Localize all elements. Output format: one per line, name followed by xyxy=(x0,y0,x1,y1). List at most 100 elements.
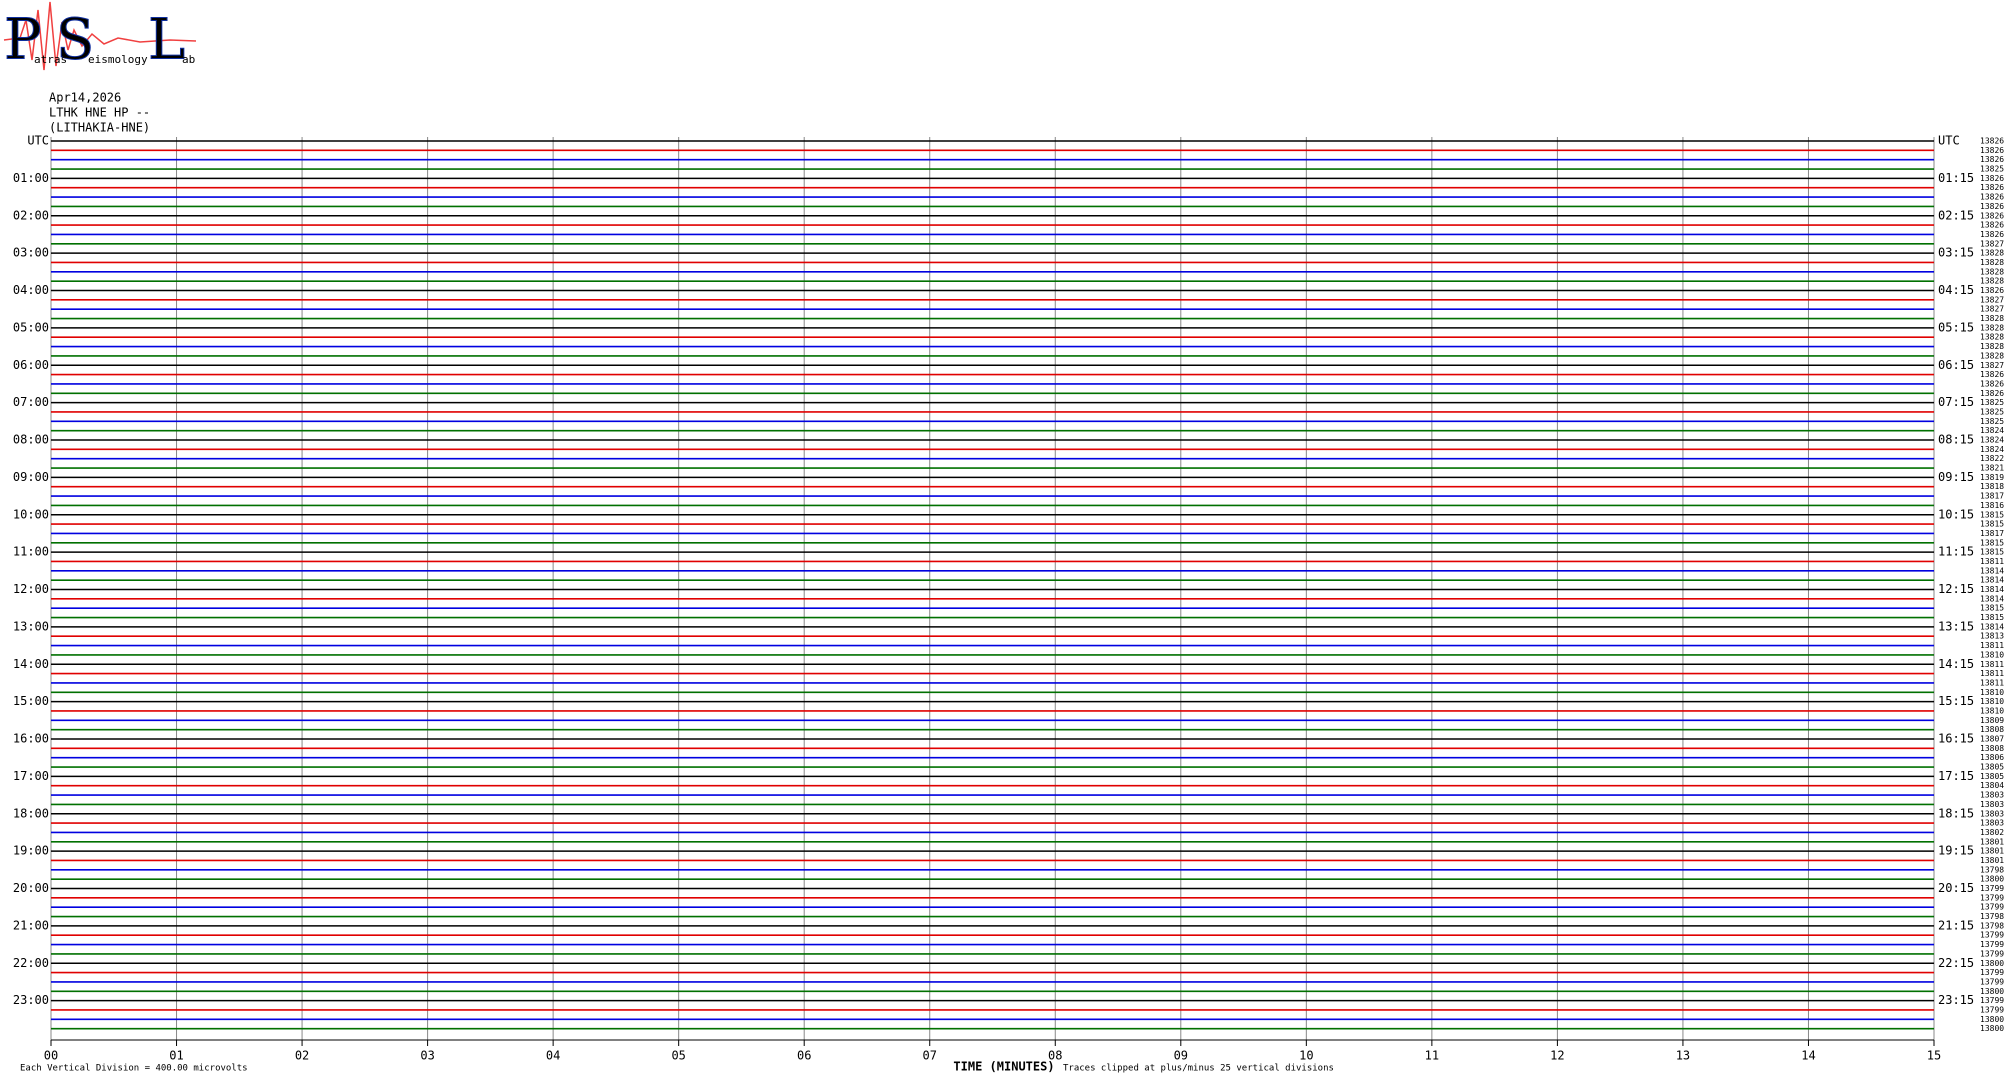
x-tick-label: 14 xyxy=(1801,1049,1815,1063)
row-count: 13804 xyxy=(1980,781,2004,790)
time-label: 04:00 xyxy=(13,283,49,297)
row-count: 13815 xyxy=(1980,613,2004,622)
row-count: 13801 xyxy=(1980,837,2004,846)
row-count: 13826 xyxy=(1980,137,2004,146)
x-tick-label: 08 xyxy=(1048,1049,1062,1063)
logo-word: ab xyxy=(182,53,195,66)
row-count: 13819 xyxy=(1980,473,2004,482)
row-count: 13816 xyxy=(1980,501,2004,510)
row-count: 13798 xyxy=(1980,865,2004,874)
x-tick-label: 01 xyxy=(169,1049,183,1063)
x-tick-label: 13 xyxy=(1676,1049,1690,1063)
row-count: 13800 xyxy=(1980,987,2004,996)
row-count: 13824 xyxy=(1980,426,2004,435)
row-count: 13826 xyxy=(1980,370,2004,379)
row-count: 13826 xyxy=(1980,230,2004,239)
row-count: 13824 xyxy=(1980,445,2004,454)
time-label: 15:00 xyxy=(13,694,49,708)
row-count: 13799 xyxy=(1980,940,2004,949)
x-tick-label: 00 xyxy=(44,1049,58,1063)
time-label: UTC xyxy=(1938,134,1960,148)
row-count: 13803 xyxy=(1980,819,2004,828)
time-label: 07:15 xyxy=(1938,395,1974,409)
row-count: 13809 xyxy=(1980,716,2004,725)
x-tick-label: 11 xyxy=(1425,1049,1439,1063)
row-count: 13828 xyxy=(1980,333,2004,342)
row-count: 13814 xyxy=(1980,576,2004,585)
logo-letter: S xyxy=(56,8,94,73)
time-label: 16:15 xyxy=(1938,732,1974,746)
x-tick-label: 02 xyxy=(295,1049,309,1063)
row-count: 13828 xyxy=(1980,342,2004,351)
row-count: 13810 xyxy=(1980,688,2004,697)
time-label: 17:15 xyxy=(1938,769,1974,783)
row-count: 13818 xyxy=(1980,482,2004,491)
row-count: 13826 xyxy=(1980,211,2004,220)
row-count: 13826 xyxy=(1980,155,2004,164)
row-count: 13826 xyxy=(1980,286,2004,295)
row-count: 13798 xyxy=(1980,912,2004,921)
time-label: 14:00 xyxy=(13,657,49,671)
time-label: 11:00 xyxy=(13,545,49,559)
time-label: 01:00 xyxy=(13,171,49,185)
row-count: 13825 xyxy=(1980,407,2004,416)
row-count: 13799 xyxy=(1980,893,2004,902)
time-label: 02:00 xyxy=(13,208,49,222)
time-label: 19:00 xyxy=(13,844,49,858)
row-count: 13826 xyxy=(1980,221,2004,230)
row-count: 13810 xyxy=(1980,650,2004,659)
row-count: 13799 xyxy=(1980,949,2004,958)
time-label: 09:15 xyxy=(1938,470,1974,484)
time-label: 08:15 xyxy=(1938,433,1974,447)
row-count: 13817 xyxy=(1980,529,2004,538)
row-count: 13821 xyxy=(1980,464,2004,473)
row-count: 13826 xyxy=(1980,146,2004,155)
row-count: 13811 xyxy=(1980,678,2004,687)
time-label: 03:00 xyxy=(13,246,49,260)
row-count: 13826 xyxy=(1980,174,2004,183)
row-count: 13827 xyxy=(1980,305,2004,314)
row-count: 13813 xyxy=(1980,632,2004,641)
row-count: 13815 xyxy=(1980,548,2004,557)
time-label: 07:00 xyxy=(13,395,49,409)
x-tick-label: 03 xyxy=(420,1049,434,1063)
row-count: 13808 xyxy=(1980,725,2004,734)
x-tick-label: 12 xyxy=(1550,1049,1564,1063)
time-label: 08:00 xyxy=(13,433,49,447)
row-count: 13815 xyxy=(1980,604,2004,613)
row-count: 13800 xyxy=(1980,875,2004,884)
row-count: 13810 xyxy=(1980,706,2004,715)
x-tick-label: 07 xyxy=(923,1049,937,1063)
row-count: 13828 xyxy=(1980,277,2004,286)
time-label: 05:00 xyxy=(13,320,49,334)
x-tick-label: 05 xyxy=(671,1049,685,1063)
time-label: 10:15 xyxy=(1938,507,1974,521)
channel: LTHK HNE HP -- xyxy=(49,106,150,120)
x-tick-label: 04 xyxy=(546,1049,560,1063)
time-label: 22:15 xyxy=(1938,956,1974,970)
row-count: 13815 xyxy=(1980,538,2004,547)
logo-word: atras xyxy=(34,53,67,66)
time-label: 23:15 xyxy=(1938,993,1974,1007)
row-count: 13805 xyxy=(1980,763,2004,772)
row-count: 13799 xyxy=(1980,996,2004,1005)
row-count: 13803 xyxy=(1980,800,2004,809)
time-label: 13:15 xyxy=(1938,619,1974,633)
time-label: 05:15 xyxy=(1938,320,1974,334)
row-count: 13814 xyxy=(1980,585,2004,594)
row-count: 13828 xyxy=(1980,314,2004,323)
logo: P S L atras eismology ab xyxy=(4,1,197,73)
row-count: 13803 xyxy=(1980,809,2004,818)
station: (LITHAKIA-HNE) xyxy=(49,121,150,135)
row-count: 13808 xyxy=(1980,744,2004,753)
row-count: 13802 xyxy=(1980,828,2004,837)
row-count: 13828 xyxy=(1980,267,2004,276)
time-label: 23:00 xyxy=(13,993,49,1007)
time-label: 15:15 xyxy=(1938,694,1974,708)
x-axis-title: TIME (MINUTES) xyxy=(953,1060,1054,1074)
row-count: 13825 xyxy=(1980,398,2004,407)
time-label: 16:00 xyxy=(13,732,49,746)
time-label: 20:15 xyxy=(1938,881,1974,895)
scale-note: Each Vertical Division = 400.00 microvol… xyxy=(20,1064,248,1074)
